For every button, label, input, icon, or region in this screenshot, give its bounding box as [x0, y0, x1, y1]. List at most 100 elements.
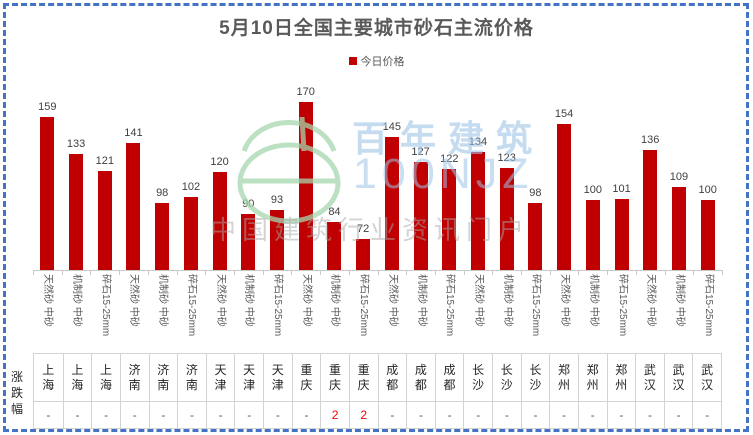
bar — [700, 200, 715, 270]
table-city-cell: 重庆 — [348, 354, 378, 402]
bar — [212, 172, 227, 270]
axis-tick — [406, 270, 408, 275]
x-axis-label: 天然砂 中砂 — [472, 274, 484, 327]
bar — [97, 170, 112, 270]
bar — [671, 187, 686, 270]
axis-tick — [147, 270, 149, 275]
table-city-cell: 长沙 — [492, 354, 521, 402]
table-city-cell: 济南 — [177, 354, 206, 402]
table-city-cell: 长沙 — [520, 354, 550, 402]
table-change-cell: - — [119, 402, 149, 428]
bar — [585, 200, 600, 270]
legend: 今日价格 — [0, 53, 753, 69]
x-axis-label: 碎石15-25mm — [185, 274, 197, 337]
table-city-cell: 天津 — [234, 354, 263, 402]
table-change-cell: - — [91, 402, 120, 428]
table-change-cell: - — [549, 402, 578, 428]
bar-value-label: 98 — [529, 186, 542, 199]
bar — [126, 142, 141, 270]
bar — [69, 153, 84, 270]
bar-value-label: 72 — [357, 223, 370, 236]
table-city-cell: 成都 — [406, 354, 435, 402]
table-change-cell: - — [577, 402, 607, 428]
x-axis-label: 机制砂 中砂 — [157, 274, 169, 327]
axis-tick — [377, 270, 379, 275]
bar — [528, 202, 543, 270]
x-axis-label: 碎石15-25mm — [358, 274, 370, 337]
axis-tick — [693, 270, 695, 275]
bar-value-label: 154 — [554, 108, 574, 121]
bar-value-label: 93 — [270, 193, 284, 206]
table-change-cell: - — [234, 402, 263, 428]
axis-tick — [607, 270, 609, 275]
table-city-cell: 重庆 — [320, 354, 349, 402]
x-axis-label: 天然砂 中砂 — [300, 274, 312, 327]
axis-tick — [664, 270, 666, 275]
bar-value-label: 133 — [66, 137, 86, 150]
bar-value-label: 123 — [497, 151, 516, 164]
bar — [298, 102, 313, 270]
bar-value-label: 141 — [124, 126, 143, 139]
bar — [40, 117, 55, 270]
bar — [327, 222, 342, 270]
x-axis-label: 天然砂 中砂 — [42, 274, 54, 327]
bar — [614, 198, 629, 270]
x-axis-label: 天然砂 中砂 — [214, 274, 226, 327]
bar — [155, 202, 170, 270]
axis-tick — [61, 270, 63, 275]
table-change-cell: - — [692, 402, 721, 428]
bar-value-label: 136 — [641, 133, 660, 146]
table-city-cell: 上海 — [91, 354, 120, 402]
axis-tick — [521, 270, 523, 275]
axis-tick — [291, 270, 293, 275]
bar-value-label: 170 — [296, 86, 315, 98]
table-change-cell: - — [291, 402, 321, 428]
bar-value-label: 101 — [612, 182, 631, 195]
axis-tick — [635, 270, 637, 275]
x-axis-label: 碎石15-25mm — [272, 274, 284, 337]
axis-tick — [119, 270, 121, 275]
table-city-cell: 天津 — [263, 354, 292, 402]
table-change-cell: - — [463, 402, 492, 428]
axis-tick — [205, 270, 207, 275]
table-change-cell: 2 — [348, 402, 378, 428]
table-change-cell: - — [663, 402, 693, 428]
axis-tick — [463, 270, 465, 275]
x-axis-label: 碎石15-25mm — [99, 274, 111, 337]
axis-tick — [320, 270, 322, 275]
bar-value-label: 120 — [210, 156, 229, 168]
bar-value-label: 127 — [411, 146, 430, 159]
table-city-cell: 济南 — [119, 354, 149, 402]
axis-tick — [33, 270, 34, 275]
table-city-cell: 重庆 — [291, 354, 321, 402]
bar — [241, 214, 256, 270]
table-city-cell: 郑州 — [577, 354, 607, 402]
x-axis-label: 机制砂 中砂 — [243, 274, 255, 327]
x-axis-label: 碎石15-25mm — [444, 274, 456, 337]
x-axis-label: 机制砂 中砂 — [329, 274, 341, 327]
bar — [557, 124, 572, 270]
axis-tick — [434, 270, 436, 275]
table-city-cell: 天津 — [205, 354, 235, 402]
table-city-cell: 成都 — [434, 354, 464, 402]
bar — [643, 149, 658, 270]
table-change-cell: - — [177, 402, 206, 428]
x-axis-label: 碎石15-25mm — [616, 274, 628, 337]
axis-tick — [578, 270, 580, 275]
table-change-cell: - — [606, 402, 636, 428]
table-city-cell: 上海 — [34, 354, 63, 402]
table-city-cell: 武汉 — [663, 354, 693, 402]
bar-value-label: 122 — [440, 153, 459, 166]
table-city-cell: 武汉 — [635, 354, 664, 402]
table-change-cell: 2 — [320, 402, 349, 428]
bar-value-label: 109 — [669, 171, 689, 184]
legend-label: 今日价格 — [360, 56, 405, 68]
table-change-cell: - — [263, 402, 292, 428]
bar — [356, 239, 371, 270]
bar-value-label: 102 — [181, 181, 201, 194]
bar — [470, 152, 485, 270]
table-change-cell: - — [434, 402, 464, 428]
bar-value-label: 121 — [95, 154, 114, 167]
